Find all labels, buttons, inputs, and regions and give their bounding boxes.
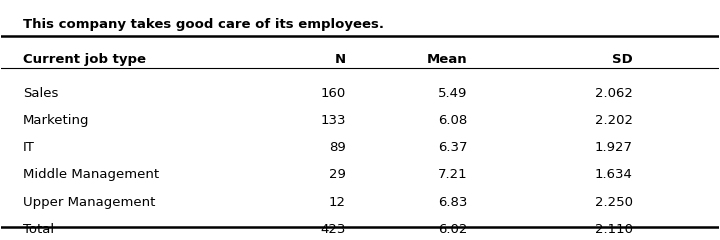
Text: 160: 160 bbox=[320, 87, 346, 100]
Text: Total: Total bbox=[23, 222, 54, 236]
Text: 89: 89 bbox=[329, 141, 346, 154]
Text: Sales: Sales bbox=[23, 87, 58, 100]
Text: 29: 29 bbox=[329, 168, 346, 181]
Text: 12: 12 bbox=[328, 196, 346, 209]
Text: Marketing: Marketing bbox=[23, 114, 89, 127]
Text: 6.08: 6.08 bbox=[438, 114, 467, 127]
Text: 2.062: 2.062 bbox=[595, 87, 633, 100]
Text: 7.21: 7.21 bbox=[438, 168, 467, 181]
Text: 6.83: 6.83 bbox=[438, 196, 467, 209]
Text: Current job type: Current job type bbox=[23, 53, 146, 66]
Text: Mean: Mean bbox=[427, 53, 467, 66]
Text: IT: IT bbox=[23, 141, 35, 154]
Text: This company takes good care of its employees.: This company takes good care of its empl… bbox=[23, 18, 384, 31]
Text: 5.49: 5.49 bbox=[438, 87, 467, 100]
Text: 423: 423 bbox=[320, 222, 346, 236]
Text: 2.110: 2.110 bbox=[595, 222, 633, 236]
Text: Middle Management: Middle Management bbox=[23, 168, 159, 181]
Text: N: N bbox=[335, 53, 346, 66]
Text: SD: SD bbox=[612, 53, 633, 66]
Text: 6.37: 6.37 bbox=[438, 141, 467, 154]
Text: 2.202: 2.202 bbox=[595, 114, 633, 127]
Text: Upper Management: Upper Management bbox=[23, 196, 156, 209]
Text: 2.250: 2.250 bbox=[595, 196, 633, 209]
Text: 1.927: 1.927 bbox=[595, 141, 633, 154]
Text: 1.634: 1.634 bbox=[595, 168, 633, 181]
Text: 133: 133 bbox=[320, 114, 346, 127]
Text: 6.02: 6.02 bbox=[438, 222, 467, 236]
